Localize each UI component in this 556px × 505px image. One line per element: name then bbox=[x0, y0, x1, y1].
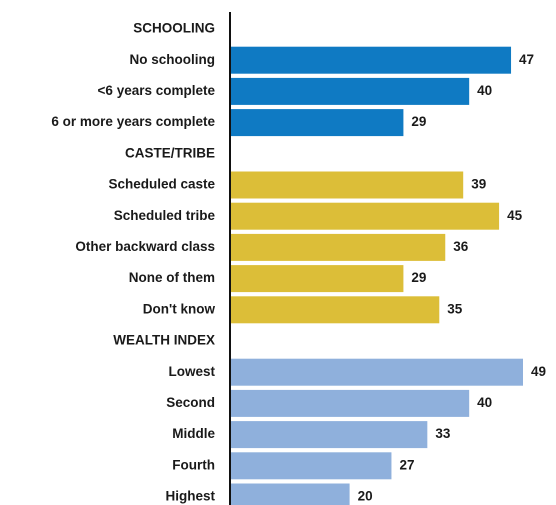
bar-don-t-know bbox=[230, 296, 440, 324]
value-label-don-t-know: 35 bbox=[447, 301, 463, 316]
group-header-caste-tribe: CASTE/TRIBE bbox=[125, 145, 215, 160]
value-label-lowest: 49 bbox=[531, 364, 546, 379]
bar-6-years-complete bbox=[230, 77, 470, 105]
category-label-scheduled-tribe: Scheduled tribe bbox=[114, 208, 216, 223]
category-label-no-schooling: No schooling bbox=[130, 52, 216, 67]
bar-other-backward-class bbox=[230, 233, 446, 261]
bar-highest bbox=[230, 483, 350, 505]
value-label-scheduled-tribe: 45 bbox=[507, 208, 523, 223]
category-label-don-t-know: Don't know bbox=[143, 301, 216, 316]
bar-scheduled-caste bbox=[230, 171, 464, 199]
category-label-lowest: Lowest bbox=[168, 364, 215, 379]
group-header-wealth-index: WEALTH INDEX bbox=[113, 333, 215, 348]
value-label-highest: 20 bbox=[358, 489, 373, 504]
value-label-no-schooling: 47 bbox=[519, 52, 534, 67]
bar-no-schooling bbox=[230, 46, 512, 74]
value-label-second: 40 bbox=[477, 395, 492, 410]
bar-second bbox=[230, 389, 470, 417]
value-label-fourth: 27 bbox=[399, 457, 414, 472]
category-label-6-or-more-years-complete: 6 or more years complete bbox=[51, 114, 215, 129]
category-label-scheduled-caste: Scheduled caste bbox=[108, 177, 215, 192]
category-label-middle: Middle bbox=[172, 426, 215, 441]
value-label-6-years-complete: 40 bbox=[477, 83, 492, 98]
bar-middle bbox=[230, 421, 428, 449]
value-label-other-backward-class: 36 bbox=[453, 239, 469, 254]
value-label-none-of-them: 29 bbox=[411, 270, 426, 285]
value-label-6-or-more-years-complete: 29 bbox=[411, 114, 426, 129]
group-header-schooling: SCHOOLING bbox=[133, 21, 215, 36]
category-label-second: Second bbox=[166, 395, 215, 410]
category-label-highest: Highest bbox=[165, 489, 215, 504]
bar-6-or-more-years-complete bbox=[230, 109, 404, 137]
category-label-none-of-them: None of them bbox=[129, 270, 215, 285]
bar-scheduled-tribe bbox=[230, 202, 500, 230]
bar-none-of-them bbox=[230, 265, 404, 293]
bar-fourth bbox=[230, 452, 392, 480]
bar-lowest bbox=[230, 358, 523, 386]
category-label-other-backward-class: Other backward class bbox=[75, 239, 215, 254]
value-label-scheduled-caste: 39 bbox=[471, 177, 486, 192]
category-label-fourth: Fourth bbox=[172, 457, 215, 472]
category-label-6-years-complete: <6 years complete bbox=[98, 83, 216, 98]
value-label-middle: 33 bbox=[435, 426, 451, 441]
